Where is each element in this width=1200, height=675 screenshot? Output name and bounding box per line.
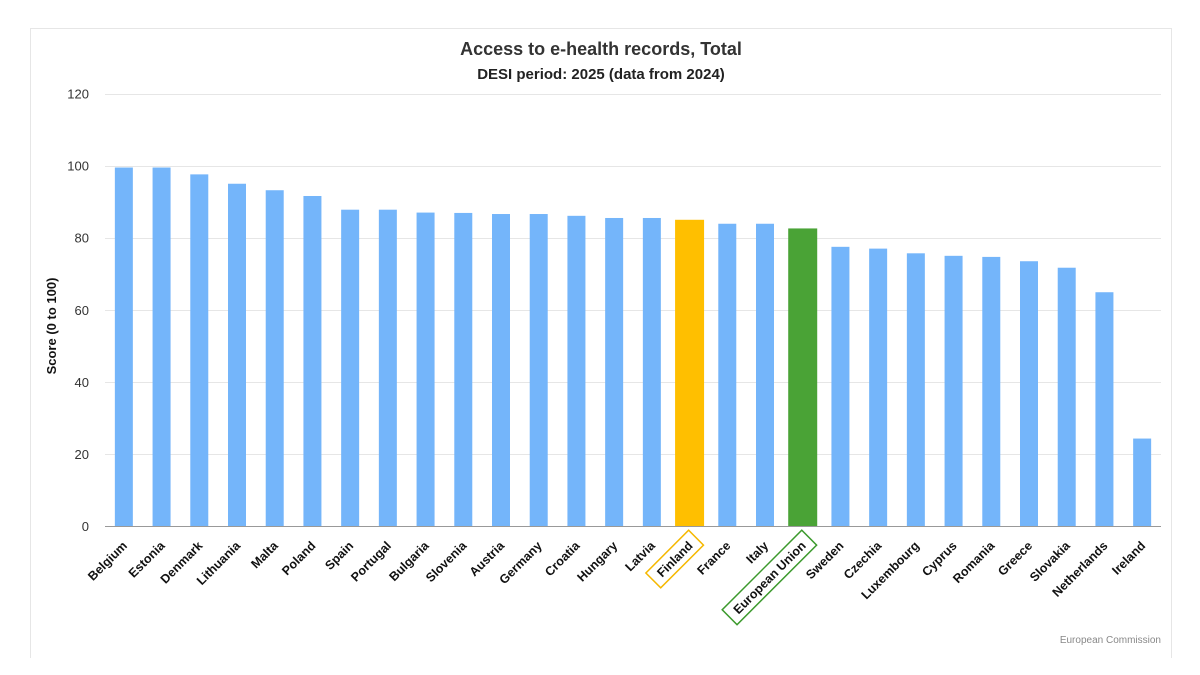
bar-czechia[interactable] bbox=[869, 248, 888, 527]
x-tick-label: Hungary bbox=[575, 539, 621, 585]
x-tick-label-group: Ireland bbox=[1109, 539, 1148, 578]
y-tick-label: 0 bbox=[82, 519, 89, 534]
bar-cyprus[interactable] bbox=[944, 255, 963, 527]
x-tick-label-group: Sweden bbox=[803, 539, 846, 582]
bars bbox=[114, 167, 1152, 527]
bar-belgium[interactable] bbox=[114, 167, 133, 527]
x-tick-label-group: Italy bbox=[744, 539, 772, 567]
bar-austria[interactable] bbox=[492, 214, 510, 527]
x-tick-label: Belgium bbox=[85, 539, 130, 584]
x-tick-label-group: Belgium bbox=[85, 539, 130, 584]
bar-lithuania[interactable] bbox=[228, 183, 246, 527]
bar-slovenia[interactable] bbox=[454, 212, 473, 527]
bar-luxembourg[interactable] bbox=[906, 253, 925, 527]
x-tick-label-group: Spain bbox=[322, 539, 356, 573]
bar-estonia[interactable] bbox=[152, 167, 171, 527]
x-tick-label-group: Poland bbox=[279, 539, 318, 578]
bar-european-union[interactable] bbox=[788, 228, 818, 527]
y-tick-label: 40 bbox=[75, 375, 89, 390]
bar-denmark[interactable] bbox=[190, 174, 209, 527]
x-tick-label-group: Hungary bbox=[575, 539, 621, 585]
y-tick-label: 80 bbox=[75, 231, 89, 246]
gridlines bbox=[105, 94, 1161, 455]
bar-sweden[interactable] bbox=[831, 246, 850, 527]
chart-title: Access to e-health records, Total bbox=[460, 39, 742, 59]
bar-slovakia[interactable] bbox=[1057, 267, 1076, 527]
x-tick-label-group: Latvia bbox=[623, 538, 659, 574]
x-tick-label-group: Finland bbox=[644, 529, 705, 589]
bar-romania[interactable] bbox=[982, 256, 1001, 527]
x-tick-label: Ireland bbox=[1109, 539, 1148, 578]
bar-italy[interactable] bbox=[756, 223, 774, 527]
y-axis-ticks: 0 20 40 60 80 100 120 bbox=[67, 87, 89, 535]
bar-greece[interactable] bbox=[1020, 261, 1038, 527]
highlight-box bbox=[721, 529, 818, 626]
bar-latvia[interactable] bbox=[642, 217, 661, 527]
x-tick-label: Poland bbox=[279, 539, 318, 578]
chart-subtitle: DESI period: 2025 (data from 2024) bbox=[477, 66, 725, 83]
x-tick-label-group: Malta bbox=[248, 538, 281, 571]
x-tick-label-group: Romania bbox=[950, 538, 998, 586]
x-tick-label: Malta bbox=[248, 538, 281, 571]
bar-netherlands[interactable] bbox=[1095, 292, 1114, 527]
x-tick-label: Romania bbox=[950, 538, 998, 586]
bar-germany[interactable] bbox=[529, 214, 548, 527]
bar-france[interactable] bbox=[718, 223, 737, 527]
bar-ireland[interactable] bbox=[1133, 438, 1152, 527]
bar-bulgaria[interactable] bbox=[416, 212, 435, 527]
x-tick-label-group: European Union bbox=[721, 529, 818, 626]
y-tick-label: 100 bbox=[67, 159, 89, 174]
x-tick-label-group: Portugal bbox=[348, 539, 394, 585]
x-tick-label: France bbox=[695, 539, 734, 578]
bar-chart: Access to e-health records, Total DESI p… bbox=[44, 39, 1161, 646]
bar-malta[interactable] bbox=[265, 190, 284, 527]
x-tick-label: Italy bbox=[744, 539, 772, 567]
bar-finland[interactable] bbox=[675, 219, 705, 527]
x-tick-label: Sweden bbox=[803, 539, 846, 582]
bar-croatia[interactable] bbox=[567, 215, 586, 527]
y-axis-label: Score (0 to 100) bbox=[44, 278, 59, 375]
x-tick-label: Latvia bbox=[623, 538, 659, 574]
y-tick-label: 20 bbox=[75, 447, 89, 462]
credit-text[interactable]: European Commission bbox=[1060, 635, 1161, 646]
y-tick-label: 120 bbox=[67, 87, 89, 102]
chart-container: Access to e-health records, Total DESI p… bbox=[30, 28, 1172, 658]
x-tick-label: Spain bbox=[322, 539, 356, 573]
x-tick-label-group: Slovenia bbox=[423, 538, 470, 585]
x-tick-label: European Union bbox=[731, 539, 809, 617]
bar-hungary[interactable] bbox=[605, 217, 624, 527]
x-tick-label: Portugal bbox=[348, 539, 394, 585]
y-tick-label: 60 bbox=[75, 303, 89, 318]
highlight-box bbox=[644, 529, 705, 589]
x-tick-label-group: France bbox=[695, 539, 734, 578]
bar-spain[interactable] bbox=[341, 209, 360, 527]
bar-portugal[interactable] bbox=[378, 209, 397, 527]
bar-poland[interactable] bbox=[303, 195, 322, 527]
x-tick-label: Slovenia bbox=[423, 538, 470, 585]
